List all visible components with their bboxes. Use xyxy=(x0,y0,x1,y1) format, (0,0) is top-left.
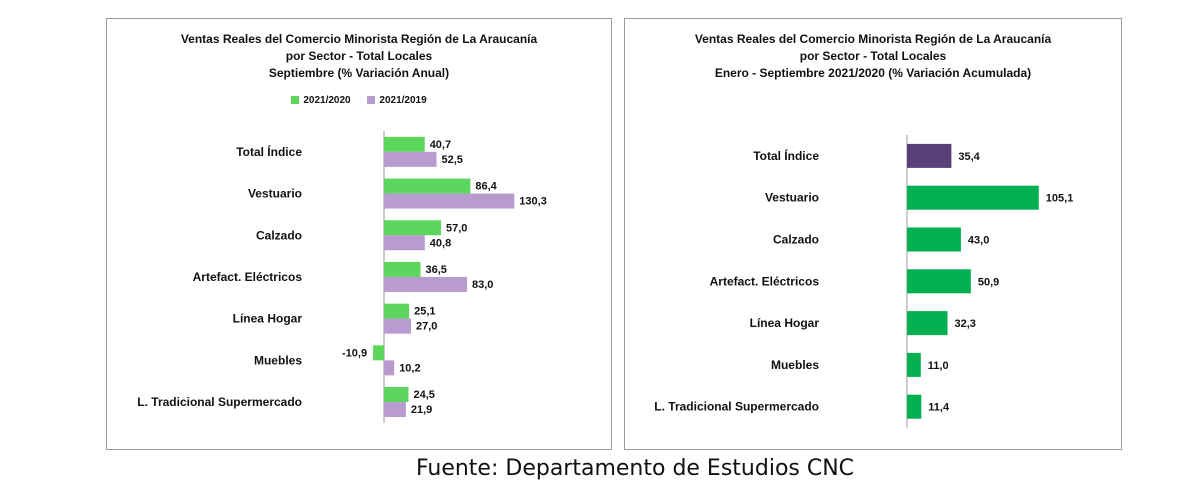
data-label: 40,8 xyxy=(430,237,451,249)
category-label-muebles: Muebles xyxy=(771,358,819,372)
chart-title-line: por Sector - Total Locales xyxy=(799,49,947,63)
bar-2021-2020-calzado xyxy=(384,220,441,236)
bar-calzado xyxy=(907,227,961,252)
chart-title-line: Enero - Septiembre 2021/2020 (% Variació… xyxy=(714,66,1032,80)
bar-2021-2019-muebles xyxy=(384,360,395,376)
data-label: -10,9 xyxy=(342,347,367,359)
bar-muebles xyxy=(907,352,921,377)
bar-2021-2020-artefact-electricos xyxy=(384,261,421,277)
bar-2021-2019-l-tradicional-supermercado xyxy=(384,402,406,418)
bar-2021-2020-muebles xyxy=(373,345,384,361)
chart-panel-left: Ventas Reales del Comercio Minorista Reg… xyxy=(106,18,612,450)
data-label: 35,4 xyxy=(958,151,980,163)
data-label: 36,5 xyxy=(426,264,447,276)
category-label-l-tradicional-supermercado: L. Tradicional Supermercado xyxy=(137,395,302,409)
category-label-vestuario: Vestuario xyxy=(248,187,302,201)
data-label: 21,9 xyxy=(411,404,432,416)
chart-title-line: Ventas Reales del Comercio Minorista Reg… xyxy=(180,32,538,46)
legend-label: 2021/2020 xyxy=(303,95,351,106)
data-label: 52,5 xyxy=(442,154,463,166)
category-label-total-indice: Total Índice xyxy=(753,148,819,163)
chart-title-right: Ventas Reales del Comercio Minorista Reg… xyxy=(625,31,1121,82)
data-label: 24,5 xyxy=(414,389,435,401)
legend-label: 2021/2019 xyxy=(379,95,427,106)
bar-2021-2019-calzado xyxy=(384,235,425,251)
category-label-total-indice: Total Índice xyxy=(236,144,302,159)
legend-item-2021-2020: 2021/2020 xyxy=(291,95,351,106)
category-label-vestuario: Vestuario xyxy=(765,191,819,205)
data-label: 43,0 xyxy=(968,235,989,247)
category-label-artefact-electricos: Artefact. Eléctricos xyxy=(193,270,303,284)
bar-2021-2020-vestuario xyxy=(384,178,471,194)
category-label-linea-hogar: Línea Hogar xyxy=(750,316,820,330)
data-label: 11,0 xyxy=(928,360,949,372)
legend-swatch xyxy=(367,96,376,104)
bar-2021-2020-linea-hogar xyxy=(384,303,410,319)
bar-linea-hogar xyxy=(907,311,948,336)
category-label-l-tradicional-supermercado: L. Tradicional Supermercado xyxy=(654,400,819,414)
chart-title-line: Septiembre (% Variación Anual) xyxy=(268,66,450,80)
category-label-calzado: Calzado xyxy=(256,228,302,242)
legend-item-2021-2019: 2021/2019 xyxy=(367,95,427,106)
data-label: 130,3 xyxy=(519,196,547,208)
chart-panel-right: Ventas Reales del Comercio Minorista Reg… xyxy=(624,18,1122,450)
bar-2021-2019-artefact-electricos xyxy=(384,276,467,292)
bar-vestuario xyxy=(907,185,1039,210)
data-label: 105,1 xyxy=(1046,193,1074,205)
bar-chart-left: Total Índice 40,7 52,5 Vestuario 86,4 130,3 Ca… xyxy=(137,131,547,423)
category-label-linea-hogar: Línea Hogar xyxy=(233,312,303,326)
source-caption: Fuente: Departamento de Estudios CNC xyxy=(415,456,855,481)
bar-chart-right: Total Índice 35,4 Vestuario 105,1 Calzado 43,… xyxy=(654,135,1074,428)
bar-2021-2019-total-indice xyxy=(384,151,437,167)
legend-swatch xyxy=(291,96,300,104)
bar-total-indice xyxy=(907,143,952,168)
chart-title-left: Ventas Reales del Comercio Minorista Reg… xyxy=(107,31,611,82)
bar-2021-2019-vestuario xyxy=(384,193,515,209)
data-label: 50,9 xyxy=(978,276,999,288)
data-label: 40,7 xyxy=(430,139,451,151)
data-label: 86,4 xyxy=(475,181,497,193)
bar-2021-2019-linea-hogar xyxy=(384,318,411,334)
data-label: 32,3 xyxy=(955,318,976,330)
bar-2021-2020-total-indice xyxy=(384,136,425,152)
chart-title-line: Ventas Reales del Comercio Minorista Reg… xyxy=(694,32,1052,46)
data-label: 57,0 xyxy=(446,222,467,234)
data-label: 11,4 xyxy=(928,402,950,414)
data-label: 83,0 xyxy=(472,279,493,291)
data-label: 10,2 xyxy=(399,362,420,374)
category-label-muebles: Muebles xyxy=(254,353,302,367)
data-label: 25,1 xyxy=(414,306,435,318)
bar-2021-2020-l-tradicional-supermercado xyxy=(384,387,409,403)
chart-title-line: por Sector - Total Locales xyxy=(285,49,433,63)
category-label-calzado: Calzado xyxy=(773,233,819,247)
bar-l-tradicional-supermercado xyxy=(907,394,922,419)
data-label: 27,0 xyxy=(416,321,437,333)
bar-artefact-electricos xyxy=(907,269,971,294)
chart-legend: 2021/2020 2021/2019 xyxy=(107,95,611,106)
category-label-artefact-electricos: Artefact. Eléctricos xyxy=(710,274,820,288)
